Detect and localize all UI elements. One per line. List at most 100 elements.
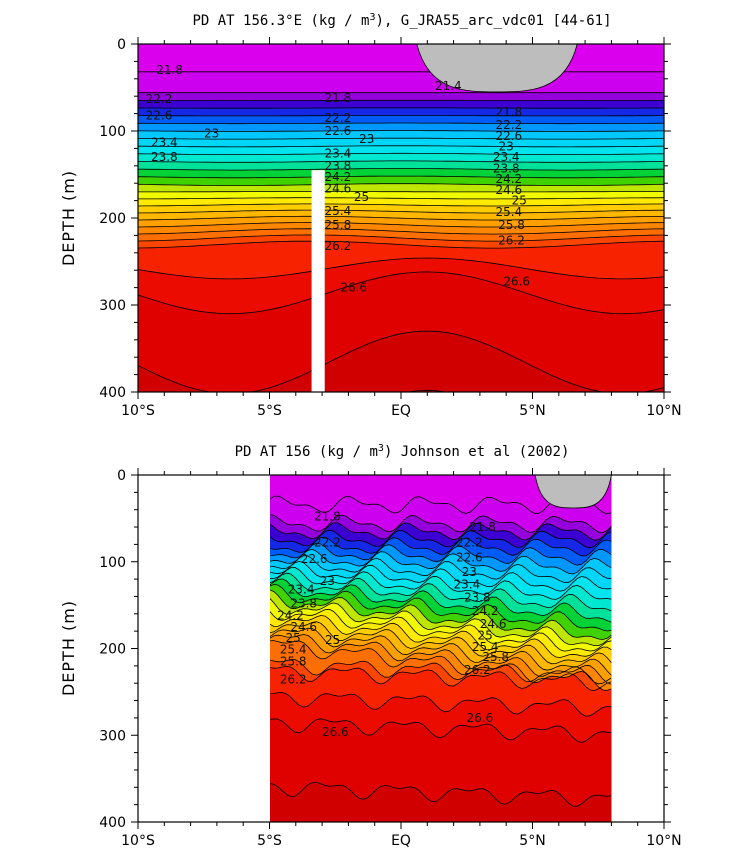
contour-label: 25.4 (495, 205, 522, 219)
top-contour-labels: 21.821.421.821.822.222.6 22.222.6 22.222.6… (146, 63, 530, 295)
isopycnal-line (138, 240, 664, 249)
contour-label: 22.2 (314, 536, 341, 550)
isopycnal-line (270, 608, 612, 652)
contour-label: 23 (204, 127, 219, 141)
contour-label: 24.2 (277, 609, 304, 623)
isopycnal-line (138, 175, 664, 179)
top-panel: PD AT 156.3°E (kg / m3), G_JRA55_arc_vdc… (59, 12, 682, 419)
contour-label: 25 (354, 190, 369, 204)
contour-label: 22.6 (325, 124, 352, 138)
isopycnal-line (270, 598, 612, 646)
isopycnal-line (270, 522, 612, 541)
isopycnal-line (270, 514, 612, 534)
contour-label: 24.6 (495, 183, 522, 197)
contour-label: 23.8 (325, 159, 352, 173)
isopycnal-line (270, 536, 612, 557)
x-tick-label: 5°S (257, 403, 282, 419)
isopycnal-line (270, 782, 612, 807)
contour-label: 23 (359, 132, 374, 146)
contour-label: 26.2 (280, 673, 307, 687)
contour-label: 26.2 (464, 663, 491, 677)
isopycnal-line (270, 615, 612, 658)
bottom-density-bands (270, 475, 612, 822)
masked-column (311, 170, 325, 392)
contour-label: 21.8 (469, 520, 496, 534)
contour-label: 21.8 (156, 63, 183, 77)
contour-label: 21.4 (435, 79, 462, 93)
isopycnal-line (270, 634, 612, 685)
contour-label: 24.6 (480, 617, 507, 631)
isopycnal-line (138, 137, 664, 140)
contour-label: 23.8 (493, 161, 520, 175)
contour-label: 22.2 (495, 118, 522, 132)
missing-data-patch (534, 475, 612, 509)
bottom-y-axis-label: DEPTH (m) (59, 600, 78, 696)
y-tick-label: 0 (117, 468, 126, 484)
top-axes: 10°S 5°S EQ 5°N 10°N 0 100 200 300 400 (99, 37, 682, 419)
y-tick-label: 400 (99, 815, 126, 831)
contour-label: 24.6 (290, 620, 317, 634)
isopycnal-line (270, 589, 612, 640)
contour-label: 23 (462, 565, 477, 579)
contour-label: 22.2 (456, 536, 483, 550)
bottom-masks (534, 475, 612, 509)
y-tick-label: 200 (99, 211, 126, 227)
y-tick-label: 400 (99, 385, 126, 401)
isopycnal-line (270, 627, 612, 676)
x-tick-label: 10°S (121, 833, 155, 849)
contour-label: 25.8 (325, 218, 352, 232)
contour-label: 21.8 (325, 91, 352, 105)
contour-label: 25.8 (498, 218, 525, 232)
contour-label: 26.6 (322, 725, 349, 739)
isopycnal-line (138, 222, 664, 228)
contour-label: 22.6 (456, 550, 483, 564)
contour-label: 22.6 (146, 108, 173, 122)
contour-label: 23.4 (453, 577, 480, 591)
contour-label: 26.6 (467, 711, 494, 725)
isopycnal-line (138, 271, 664, 315)
bottom-panel: PD AT 156 (kg / m3) Johnson et al (2002)… (59, 443, 682, 849)
isopycnal-line (270, 659, 612, 685)
contour-label: 25 (512, 194, 527, 208)
missing-data-patch (416, 44, 578, 93)
isopycnal-line (270, 529, 612, 549)
isopycnal-line (138, 203, 664, 207)
contour-label: 25 (286, 631, 301, 645)
isopycnal-line (270, 584, 612, 632)
isopycnal-line (270, 548, 612, 575)
contour-label: 23.8 (464, 590, 491, 604)
top-masks (311, 44, 578, 392)
x-tick-label: 10°S (121, 403, 155, 419)
isopycnal-line (138, 228, 664, 235)
isopycnal-line (270, 718, 612, 743)
contour-label: 25 (325, 633, 340, 647)
contour-label: 24.2 (325, 170, 352, 184)
isopycnal-line (138, 168, 664, 171)
isopycnal-line (270, 692, 612, 717)
contour-label: 26.2 (325, 239, 352, 253)
isopycnal-line (138, 197, 664, 200)
contour-label: 21.8 (495, 105, 522, 119)
contour-label: 23 (320, 574, 335, 588)
contour-label: 25.8 (482, 650, 509, 664)
y-tick-label: 0 (117, 37, 126, 53)
y-tick-label: 200 (99, 642, 126, 658)
isopycnal-line (270, 542, 612, 566)
contour-label: 22.6 (495, 129, 522, 143)
contour-label: 24.2 (495, 172, 522, 186)
contour-label: 22.2 (325, 111, 352, 125)
y-tick-label: 100 (99, 555, 126, 571)
density-band (270, 475, 612, 514)
isopycnal-line (138, 209, 664, 214)
bottom-panel-title: PD AT 156 (kg / m3) Johnson et al (2002) (235, 443, 570, 460)
contour-label: 22.2 (146, 92, 173, 106)
contour-label: 21.8 (314, 510, 341, 524)
contour-label: 23 (499, 140, 514, 154)
contour-label: 26.6 (340, 281, 367, 295)
isopycnal-line (270, 560, 612, 592)
contour-label: 25 (478, 629, 493, 643)
y-tick-label: 100 (99, 124, 126, 140)
bottom-axes: 10°S 5°S EQ 5°N 10°N 0 100 200 300 400 (99, 468, 682, 849)
isopycnal-line (270, 640, 612, 691)
